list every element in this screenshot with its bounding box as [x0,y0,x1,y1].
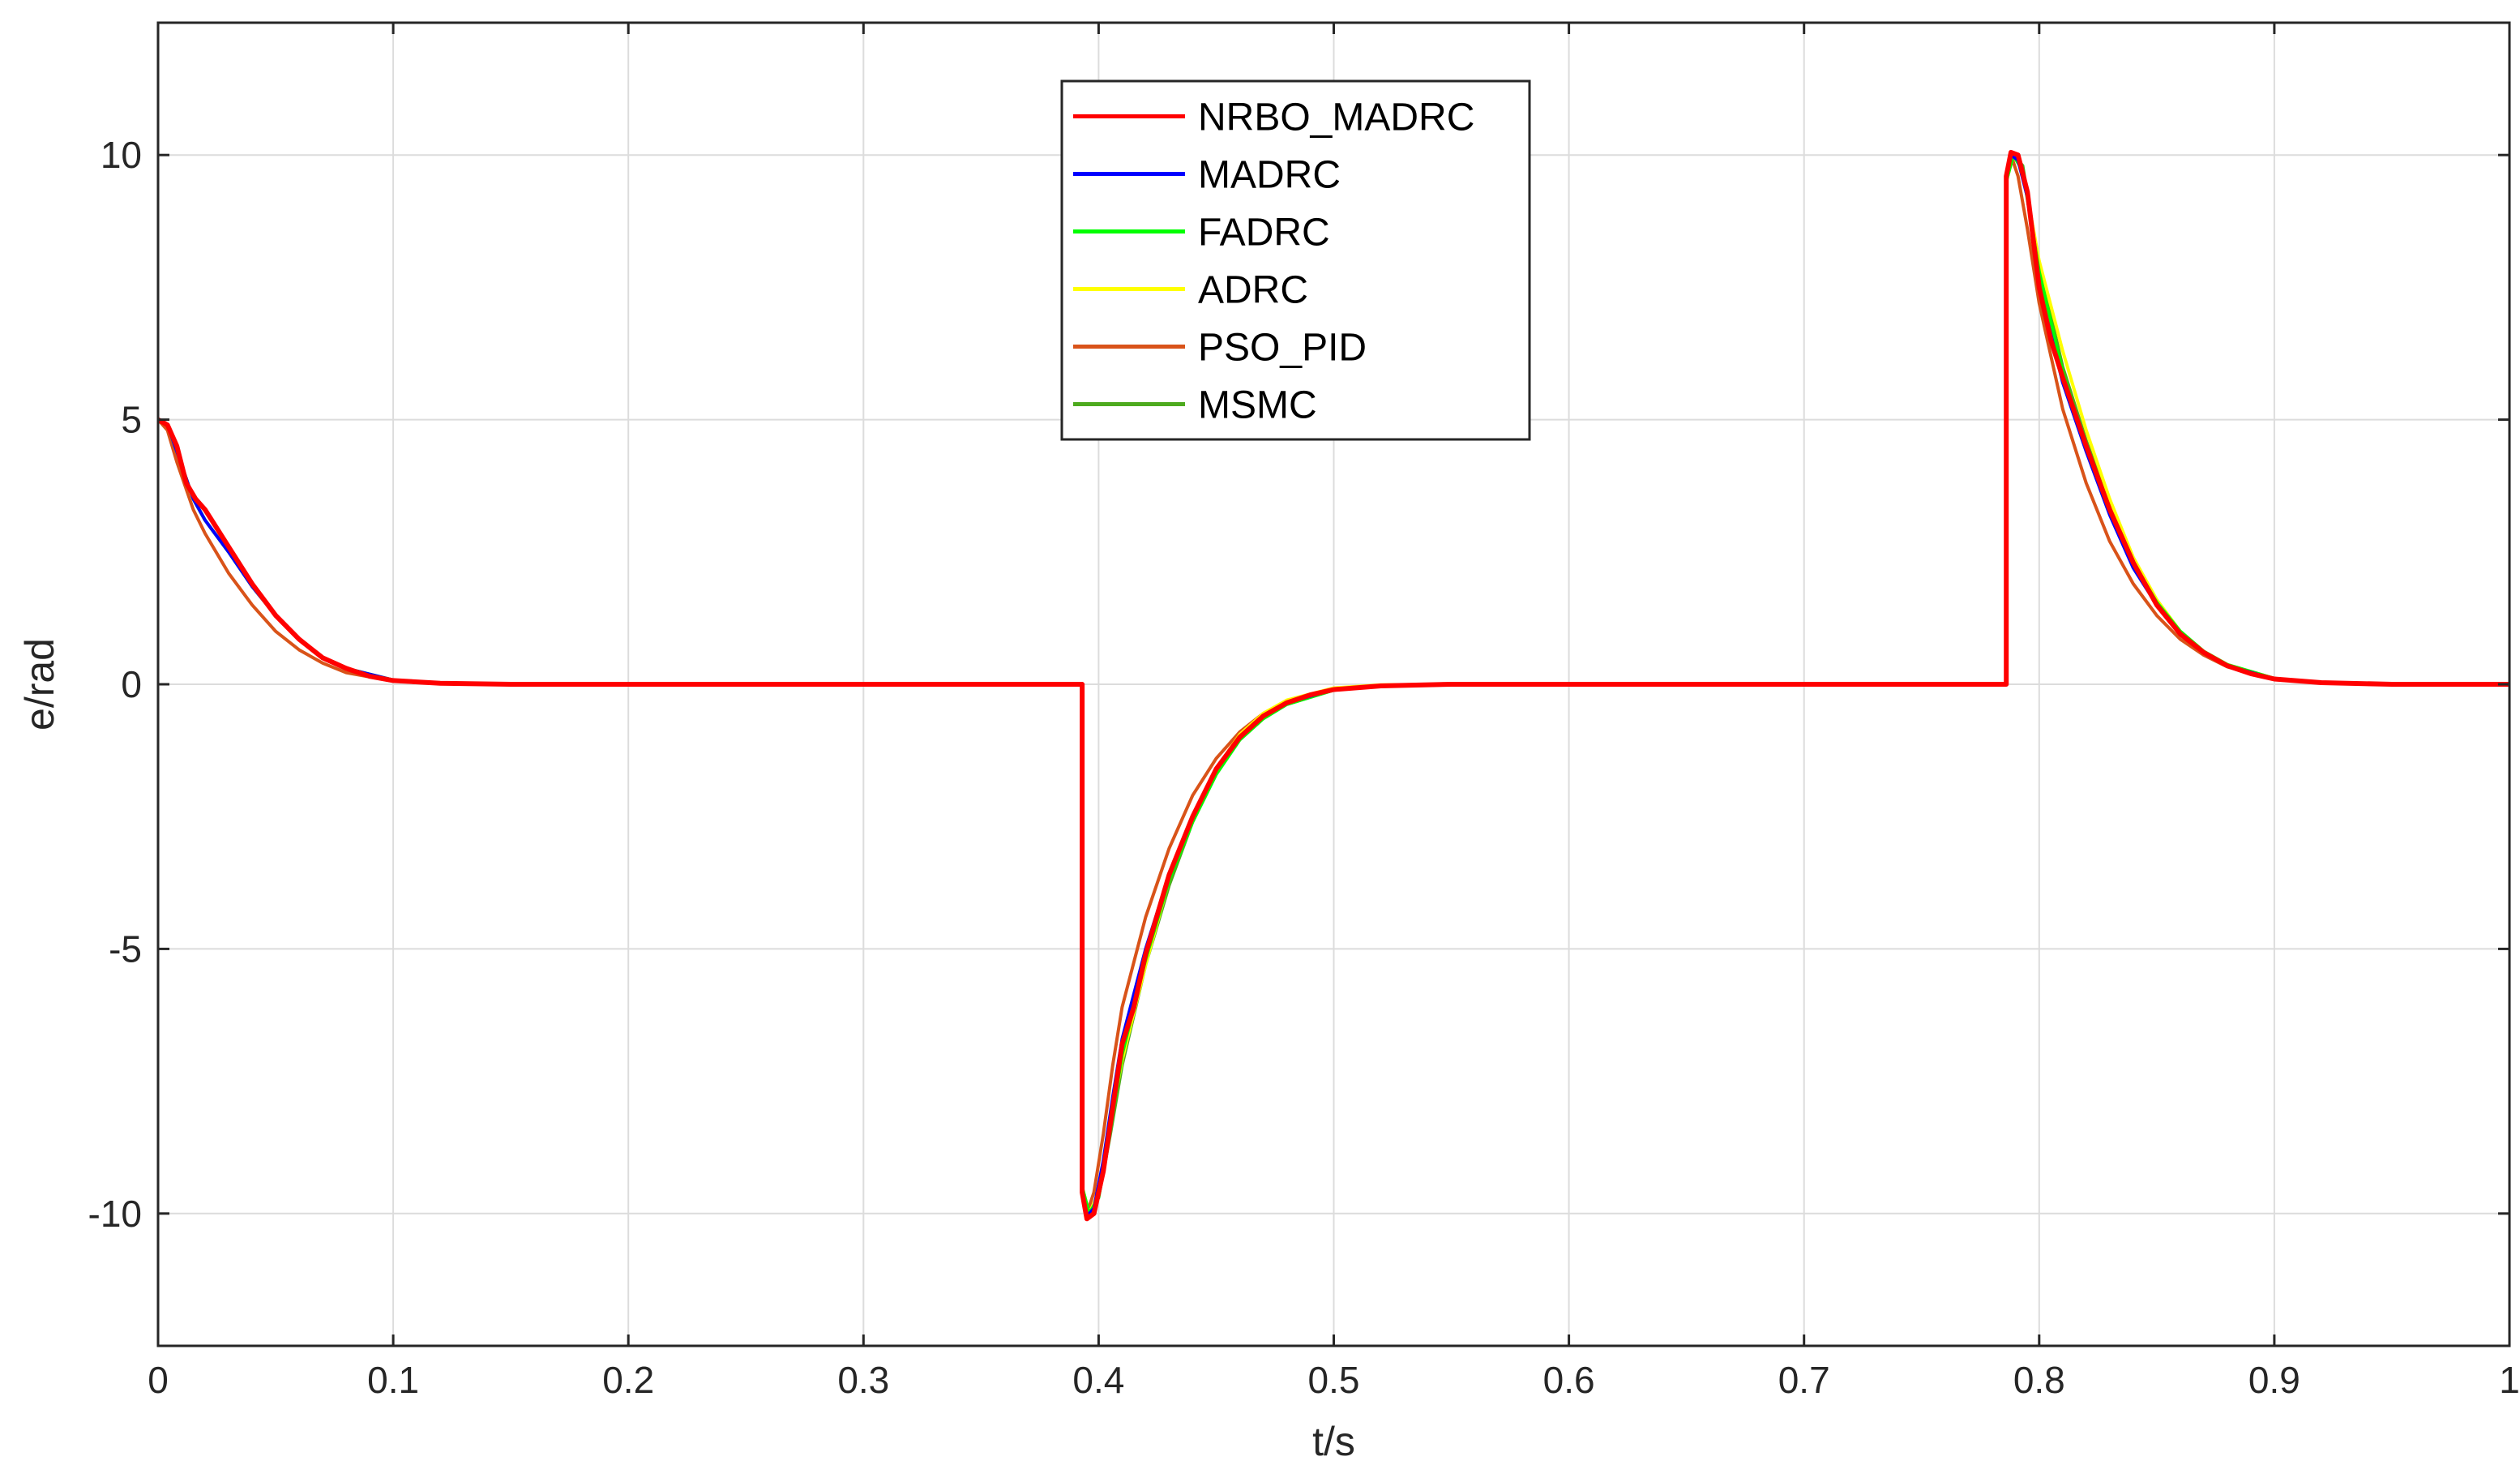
legend-label: FADRC [1198,212,1330,255]
axis-ticks: 0 0.1 0.2 0.3 0.4 0.5 0.6 0.7 0.8 0.9 1 -10 -5 0 5 10 [88,23,2520,1401]
x-tick-label: 0.2 [602,1359,654,1401]
x-tick-label: 0.9 [2248,1359,2300,1401]
x-tick-label: 0.7 [1778,1359,1830,1401]
legend-label: ADRC [1198,269,1308,312]
legend: NRBO_MADRC MADRC FADRC ADRC PSO_PID MSMC [1060,79,1531,441]
legend-box [1060,79,1531,441]
series-lines [156,149,2509,1222]
y-tick-label: -10 [88,1193,142,1235]
x-tick-label: 0.4 [1072,1359,1124,1401]
y-tick-label: -5 [109,927,142,970]
legend-label: MSMC [1198,384,1317,427]
x-tick-label: 0.5 [1308,1359,1360,1401]
series-line-pso-pid [156,153,2509,1215]
y-tick-label: 10 [101,134,142,176]
x-tick-label: 0.3 [837,1359,889,1401]
legend-label: NRBO_MADRC [1198,96,1474,139]
series-line-nrbo-madrc [156,149,2509,1222]
y-tick-label: 0 [121,663,142,705]
x-tick-label: 0.1 [367,1359,419,1401]
x-tick-label: 0 [148,1359,169,1401]
y-tick-label: 5 [121,399,142,441]
x-axis-label: t/s [1312,1419,1355,1464]
x-tick-label: 1 [2499,1359,2520,1401]
legend-label: PSO_PID [1198,327,1367,370]
legend-label: MADRC [1198,154,1341,197]
y-axis-label: e/rad [17,638,62,730]
x-tick-label: 0.8 [2013,1359,2065,1401]
x-tick-label: 0.6 [1543,1359,1595,1401]
